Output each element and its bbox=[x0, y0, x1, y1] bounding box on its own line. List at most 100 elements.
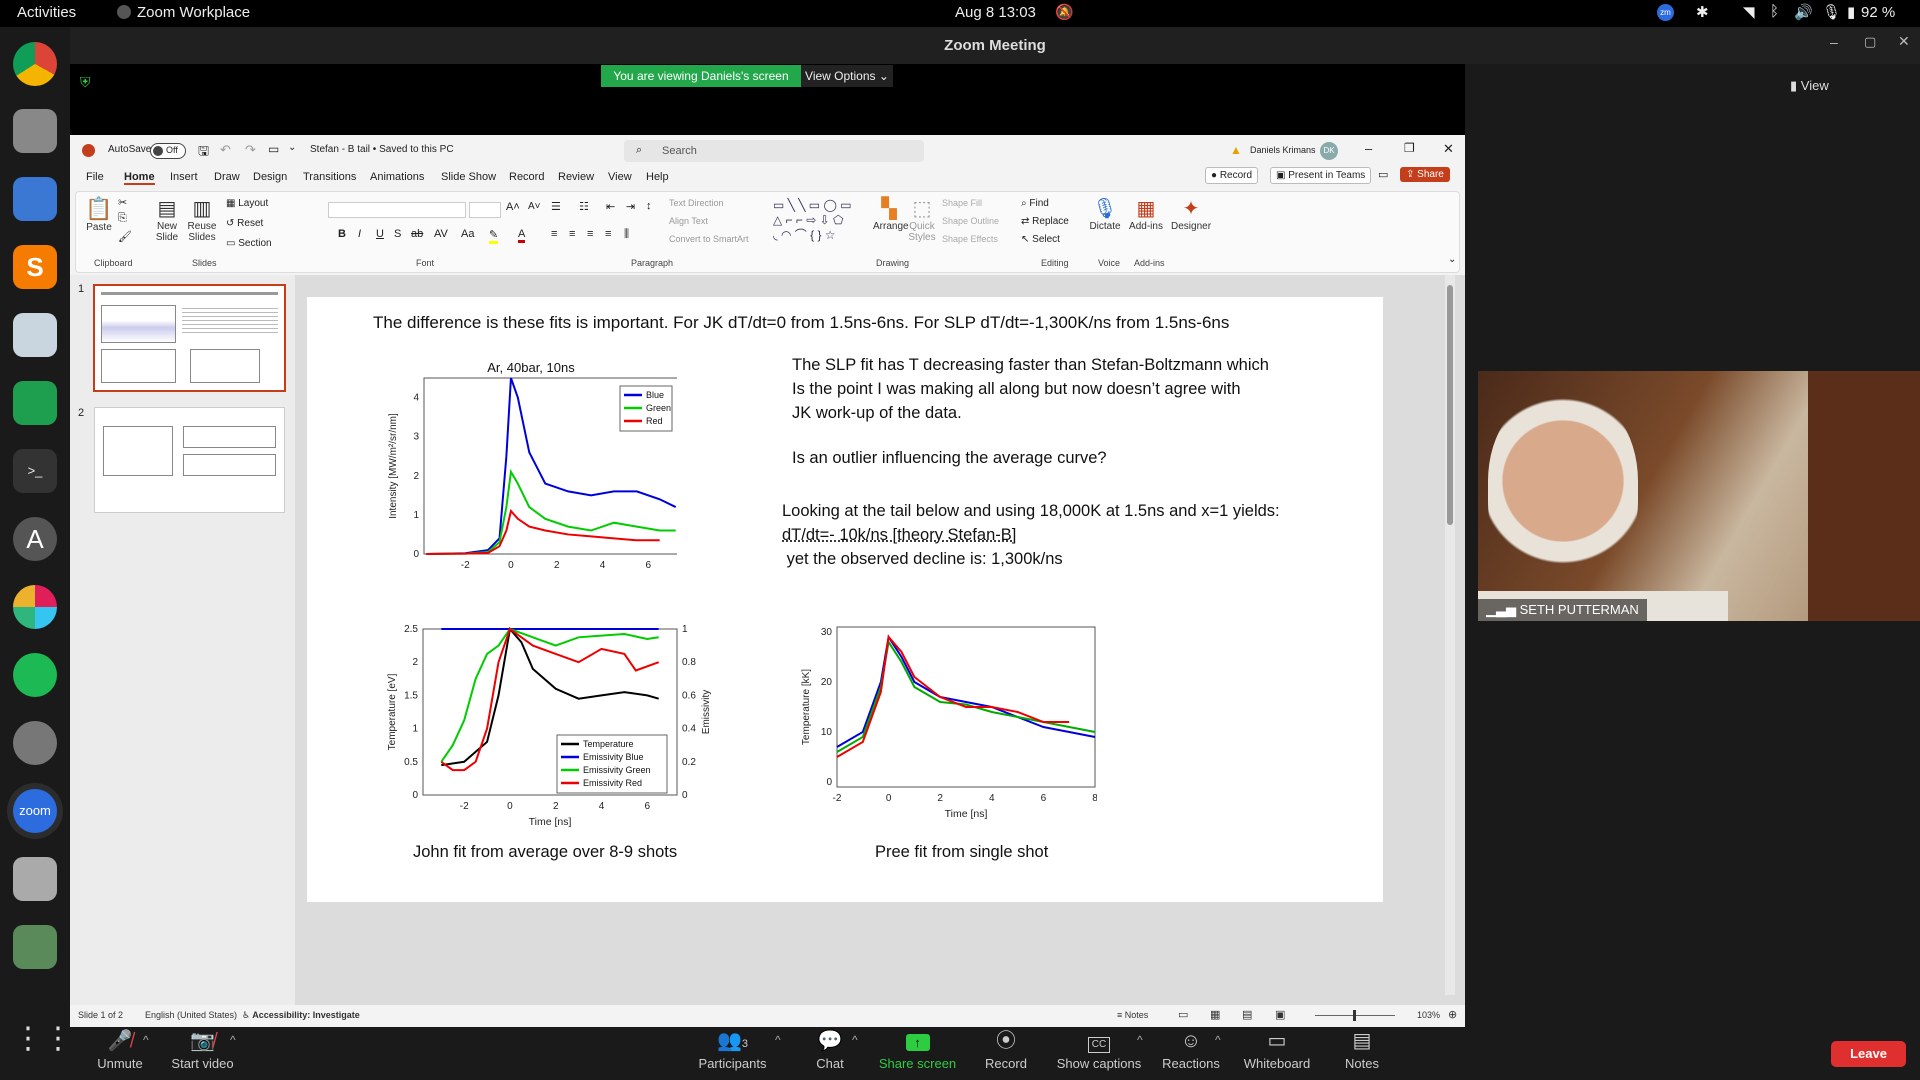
language[interactable]: English (United States) bbox=[145, 1010, 238, 1020]
accessibility-status[interactable]: ♿ Accessibility: Investigate bbox=[242, 1010, 360, 1020]
leave-button[interactable]: Leave bbox=[1831, 1041, 1906, 1067]
italic-icon[interactable]: I bbox=[358, 228, 362, 240]
smartart-button[interactable]: Convert to SmartArt bbox=[669, 234, 749, 244]
zoom-slider[interactable] bbox=[1315, 1010, 1395, 1021]
close-icon[interactable]: ✕ bbox=[1898, 33, 1910, 49]
shapes-gallery[interactable]: ▭ ╲ ╲ ▭ ◯ ▭ △ ⌐ ⌐ ⇨ ⇩ ⬠ ◟ ◠ ⌒ { } ☆ bbox=[773, 198, 852, 242]
view-button[interactable]: ▮ View bbox=[1790, 78, 1829, 93]
tab-slide-show[interactable]: Slide Show bbox=[441, 171, 497, 183]
line-spacing-icon[interactable]: ↕ bbox=[646, 200, 652, 212]
copy-icon[interactable]: ⎘ bbox=[118, 212, 127, 224]
start-slideshow-icon[interactable]: ▭ bbox=[268, 142, 280, 156]
participant-video[interactable]: ▁▃▅ SETH PUTTERMAN bbox=[1478, 371, 1920, 621]
justify-icon[interactable]: ≡ bbox=[605, 228, 612, 240]
sublime-text-icon[interactable]: S bbox=[13, 245, 57, 289]
show-captions-button[interactable]: CC Show captions bbox=[1053, 1030, 1145, 1071]
customize-toolbar-icon[interactable]: ⌄ bbox=[288, 142, 297, 153]
app-center-icon[interactable]: A bbox=[13, 517, 57, 561]
slide-sorter-icon[interactable]: ▦ bbox=[1210, 1009, 1221, 1021]
start-video-button[interactable]: 📷̸ Start video bbox=[165, 1030, 240, 1071]
slide-thumbnail-2[interactable] bbox=[94, 407, 285, 513]
share-screen-button[interactable]: ↑ Share screen bbox=[875, 1030, 960, 1071]
collapse-ribbon-icon[interactable]: ⌄ bbox=[1448, 254, 1457, 265]
user-name[interactable]: Daniels Krimans bbox=[1250, 145, 1316, 155]
focused-app-name[interactable]: Zoom Workplace bbox=[137, 4, 251, 21]
user-avatar[interactable]: DK bbox=[1320, 142, 1338, 160]
zoom-icon[interactable]: zoom bbox=[13, 789, 57, 833]
save-icon[interactable]: 🖫 bbox=[198, 143, 210, 158]
ppt-minimize-icon[interactable]: – bbox=[1365, 141, 1373, 156]
find-button[interactable]: ⌕ Find bbox=[1021, 198, 1049, 209]
document-viewer-icon[interactable] bbox=[13, 313, 57, 357]
slideshow-view-icon[interactable]: ▣ bbox=[1275, 1009, 1286, 1021]
reactions-options-icon[interactable]: ^ bbox=[1215, 1033, 1221, 1047]
view-options-button[interactable]: View Options ⌄ bbox=[801, 65, 893, 87]
search-box[interactable]: ⌕ Search bbox=[624, 140, 924, 162]
align-center-icon[interactable]: ≡ bbox=[569, 228, 576, 240]
change-case-icon[interactable]: Aa bbox=[461, 228, 475, 240]
terminal-icon[interactable]: >_ bbox=[13, 449, 57, 493]
share-button[interactable]: ⇪ Share bbox=[1400, 167, 1450, 182]
trash-icon[interactable] bbox=[13, 925, 57, 969]
increase-indent-icon[interactable]: ⇥ bbox=[626, 201, 636, 213]
strikethrough-icon[interactable]: ab bbox=[411, 228, 424, 240]
text-editor-icon[interactable] bbox=[13, 177, 57, 221]
spotify-icon[interactable] bbox=[13, 653, 57, 697]
warning-icon[interactable]: ▲ bbox=[1230, 143, 1242, 157]
underline-icon[interactable]: U bbox=[376, 228, 384, 240]
participants-button[interactable]: 👥3 Participants bbox=[695, 1030, 770, 1071]
record-button[interactable]: ● Record bbox=[1205, 167, 1259, 184]
mic-icon[interactable]: 🎙 bbox=[1822, 4, 1842, 21]
volume-icon[interactable]: 🔊 bbox=[1794, 4, 1813, 21]
settings-icon[interactable] bbox=[13, 721, 57, 765]
audio-options-icon[interactable]: ^ bbox=[143, 1033, 149, 1047]
dictate-button[interactable]: 🎙 Dictate bbox=[1088, 196, 1122, 232]
scrollbar-thumb[interactable] bbox=[1447, 285, 1453, 525]
show-apps-icon[interactable]: ⋮⋮ bbox=[13, 1022, 73, 1055]
slide-canvas[interactable]: The difference is these fits is importan… bbox=[307, 297, 1383, 902]
files-icon[interactable] bbox=[13, 109, 57, 153]
char-spacing-icon[interactable]: AV bbox=[434, 228, 448, 240]
redo-icon[interactable]: ↷ bbox=[245, 142, 256, 157]
tab-file[interactable]: File bbox=[86, 171, 104, 183]
fit-slide-icon[interactable]: ⊕ bbox=[1448, 1009, 1458, 1021]
tab-review[interactable]: Review bbox=[558, 171, 595, 183]
font-size-select[interactable] bbox=[469, 202, 501, 218]
slack-tray-icon[interactable]: ✱ bbox=[1696, 4, 1709, 21]
reuse-slides-button[interactable]: ▥ Reuse Slides bbox=[186, 196, 218, 243]
cut-icon[interactable]: ✂ bbox=[118, 197, 128, 209]
zoom-level[interactable]: 103% bbox=[1417, 1010, 1441, 1020]
chat-options-icon[interactable]: ^ bbox=[852, 1033, 858, 1047]
notes-meeting-button[interactable]: ▤ Notes bbox=[1340, 1030, 1384, 1071]
record-meeting-button[interactable]: ⦿ Record bbox=[980, 1030, 1032, 1071]
reset-button[interactable]: ↺ Reset bbox=[226, 218, 264, 229]
bullets-icon[interactable]: ☰ bbox=[551, 201, 561, 213]
shape-fill-button[interactable]: Shape Fill bbox=[942, 198, 983, 208]
slack-icon[interactable] bbox=[13, 585, 57, 629]
reactions-button[interactable]: ☺ Reactions bbox=[1160, 1030, 1222, 1071]
new-slide-button[interactable]: ▤ New Slide bbox=[151, 196, 183, 243]
tab-insert[interactable]: Insert bbox=[170, 171, 198, 183]
notes-button[interactable]: ≡ Notes bbox=[1117, 1010, 1149, 1020]
comments-icon[interactable]: ▭ bbox=[1378, 169, 1389, 181]
whiteboard-button[interactable]: ▭ Whiteboard bbox=[1238, 1030, 1316, 1071]
select-button[interactable]: ↖ Select bbox=[1021, 234, 1060, 245]
chat-button[interactable]: 💬 Chat bbox=[810, 1030, 850, 1071]
replace-button[interactable]: ⇄ Replace bbox=[1021, 216, 1069, 227]
clock[interactable]: Aug 8 13:03 bbox=[955, 4, 1036, 21]
encryption-shield-icon[interactable]: ⛨ bbox=[80, 74, 91, 90]
reading-view-icon[interactable]: ▤ bbox=[1242, 1009, 1253, 1021]
restore-icon[interactable]: ▢ bbox=[1864, 34, 1877, 49]
tab-record[interactable]: Record bbox=[509, 171, 545, 183]
shadow-icon[interactable]: S bbox=[394, 228, 402, 240]
columns-icon[interactable]: ⫼ bbox=[624, 228, 630, 240]
quick-styles-button[interactable]: ⬚ Quick Styles bbox=[906, 196, 938, 243]
tab-animations[interactable]: Animations bbox=[370, 171, 425, 183]
video-options-icon[interactable]: ^ bbox=[230, 1033, 236, 1047]
captions-options-icon[interactable]: ^ bbox=[1137, 1033, 1143, 1047]
shape-effects-button[interactable]: Shape Effects bbox=[942, 234, 998, 244]
shape-outline-button[interactable]: Shape Outline bbox=[942, 216, 1000, 226]
tab-transitions[interactable]: Transitions bbox=[303, 171, 357, 183]
wifi-icon[interactable]: ◥ bbox=[1743, 4, 1755, 21]
document-title[interactable]: Stefan - B tail • Saved to this PC bbox=[310, 144, 454, 155]
